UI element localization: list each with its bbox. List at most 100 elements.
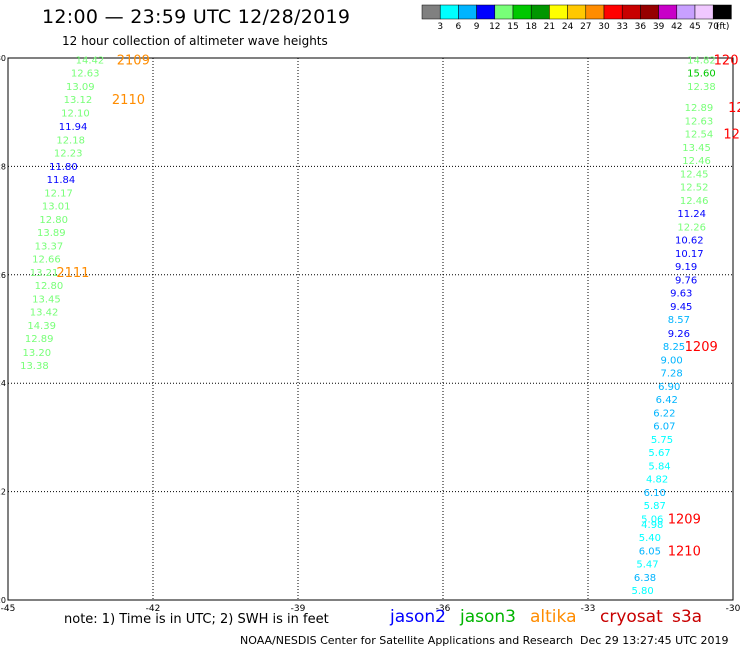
swh-value-label: 15.60 bbox=[687, 69, 716, 80]
swh-value-label: 5.47 bbox=[636, 560, 658, 571]
x-tick-label: -33 bbox=[581, 604, 596, 614]
swh-value-label: 11.80 bbox=[49, 162, 78, 173]
swh-value-label: 12.89 bbox=[25, 334, 54, 345]
pass-time-label: 1208 bbox=[723, 127, 740, 142]
swh-value-label: 9.00 bbox=[661, 355, 683, 366]
scale-tick-label: 33 bbox=[616, 22, 627, 32]
pass-time-label: 1207 bbox=[728, 101, 740, 116]
y-tick-label: 30 bbox=[0, 54, 6, 63]
swh-value-label: 12.45 bbox=[680, 169, 709, 180]
swh-value-label: 7.28 bbox=[661, 368, 683, 379]
scale-tick-label: 21 bbox=[544, 22, 555, 32]
generated-timestamp: Dec 29 13:27:45 UTC 2019 bbox=[580, 634, 729, 647]
pass-time-label: 2111 bbox=[56, 266, 89, 281]
swh-value-label: 13.42 bbox=[30, 308, 59, 319]
pass-time-label: 1209 bbox=[668, 513, 701, 528]
swh-value-label: 5.75 bbox=[651, 435, 673, 446]
scale-tick-label: 3 bbox=[437, 22, 443, 32]
swh-value-label: 13.37 bbox=[35, 242, 64, 253]
swh-value-label: 11.84 bbox=[47, 175, 76, 186]
scale-tick-label: 18 bbox=[525, 22, 537, 32]
swh-value-label: 12.46 bbox=[682, 156, 711, 167]
swh-value-label: 9.63 bbox=[670, 289, 692, 300]
legend-s3a: s3a bbox=[672, 607, 703, 627]
scale-tick-label: 30 bbox=[598, 22, 610, 32]
swh-value-label: 5.67 bbox=[648, 448, 670, 459]
swh-value-label: 4.82 bbox=[646, 475, 668, 486]
swh-value-label: 6.90 bbox=[658, 382, 680, 393]
legend-jason2: jason2 bbox=[390, 607, 446, 627]
swh-value-label: 6.22 bbox=[653, 408, 675, 419]
swh-value-label: 12.17 bbox=[44, 188, 73, 199]
scale-tick-label: 39 bbox=[653, 22, 665, 32]
legend-cryosat: cryosat bbox=[600, 607, 663, 627]
swh-value-label: 10.17 bbox=[675, 249, 704, 260]
swh-value-label: 10.62 bbox=[675, 236, 704, 247]
scale-swatch bbox=[712, 4, 732, 20]
page-title: 12:00 — 23:59 UTC 12/28/2019 bbox=[42, 6, 351, 28]
swh-value-label: 6.38 bbox=[634, 573, 656, 584]
scale-tick-label: 15 bbox=[507, 22, 518, 32]
swh-value-label: 14.39 bbox=[27, 321, 56, 332]
x-tick-label: -39 bbox=[291, 604, 306, 614]
swh-value-label: 9.19 bbox=[675, 262, 697, 273]
swh-value-label: 13.01 bbox=[42, 201, 71, 212]
swh-value-label: 12.23 bbox=[54, 148, 83, 159]
swh-value-label: 12.54 bbox=[685, 129, 714, 140]
swh-value-label: 6.42 bbox=[656, 395, 678, 406]
swh-value-label: 4.98 bbox=[641, 520, 663, 531]
swh-value-label: 5.40 bbox=[639, 533, 661, 544]
color-scale-legend: 3 6 9 12 15 18 21 24 27 30 33 36 39 42 45 70(ft) bbox=[421, 4, 732, 32]
swh-value-label: 14.82 bbox=[687, 56, 716, 67]
x-tick-label: -45 bbox=[1, 604, 16, 614]
swh-value-label: 6.07 bbox=[653, 421, 675, 432]
swh-value-label: 12.38 bbox=[687, 82, 716, 93]
legend-altika: altika bbox=[530, 607, 577, 627]
pass-time-label: 1210 bbox=[668, 545, 701, 560]
y-tick-label: 28 bbox=[0, 162, 6, 171]
scale-tick-label: 9 bbox=[474, 22, 480, 32]
y-tick-label: 20 bbox=[0, 596, 6, 605]
swh-value-label: 12.80 bbox=[39, 215, 68, 226]
y-tick-label: 22 bbox=[0, 488, 6, 497]
swh-value-label: 12.63 bbox=[685, 116, 714, 127]
swh-value-label: 12.63 bbox=[71, 69, 100, 80]
swh-value-label: 12.66 bbox=[32, 255, 61, 266]
swh-value-label: 13.20 bbox=[23, 348, 52, 359]
pass-time-label: 2109 bbox=[117, 54, 150, 69]
swh-value-label: 5.87 bbox=[644, 501, 666, 512]
swh-value-label: 13.45 bbox=[32, 295, 61, 306]
swh-value-label: 13.89 bbox=[37, 228, 66, 239]
swh-value-label: 5.84 bbox=[648, 462, 670, 473]
swh-value-label: 13.21 bbox=[30, 268, 59, 279]
swh-value-label: 9.45 bbox=[670, 302, 692, 313]
swh-value-label: 12.18 bbox=[56, 135, 85, 146]
plot-frame bbox=[7, 57, 734, 601]
scale-tick-label: 70 bbox=[707, 22, 719, 32]
swh-value-label: 5.80 bbox=[632, 586, 654, 597]
scale-tick-label: 6 bbox=[456, 22, 462, 32]
swh-value-label: 9.26 bbox=[668, 329, 690, 340]
swh-value-label: 12.89 bbox=[685, 103, 714, 114]
scale-tick-label: 42 bbox=[671, 22, 682, 32]
swh-value-label: 11.24 bbox=[677, 209, 706, 220]
y-tick-label: 24 bbox=[0, 379, 6, 388]
credit-line: NOAA/NESDIS Center for Satellite Applica… bbox=[240, 634, 574, 647]
swh-value-label: 12.46 bbox=[680, 196, 709, 207]
swh-value-label: 13.12 bbox=[64, 95, 93, 106]
pass-time-label: 1209 bbox=[685, 340, 718, 355]
scale-tick-label: 27 bbox=[580, 22, 591, 32]
x-tick-label: -30 bbox=[726, 604, 740, 614]
swh-value-label: 12.26 bbox=[677, 223, 706, 234]
scale-tick-label: 24 bbox=[562, 22, 574, 32]
legend-jason3: jason3 bbox=[460, 607, 516, 627]
swh-value-label: 5.06 bbox=[641, 515, 663, 526]
scale-tick-label: 12 bbox=[489, 22, 500, 32]
page-subtitle: 12 hour collection of altimeter wave hei… bbox=[62, 34, 328, 48]
y-tick-label: 26 bbox=[0, 271, 6, 280]
swh-value-label: 6.10 bbox=[644, 488, 666, 499]
swh-value-label: 13.45 bbox=[682, 143, 711, 154]
pass-time-label: 2110 bbox=[112, 93, 145, 108]
swh-value-label: 13.38 bbox=[20, 361, 49, 372]
swh-value-label: 12.52 bbox=[680, 182, 709, 193]
